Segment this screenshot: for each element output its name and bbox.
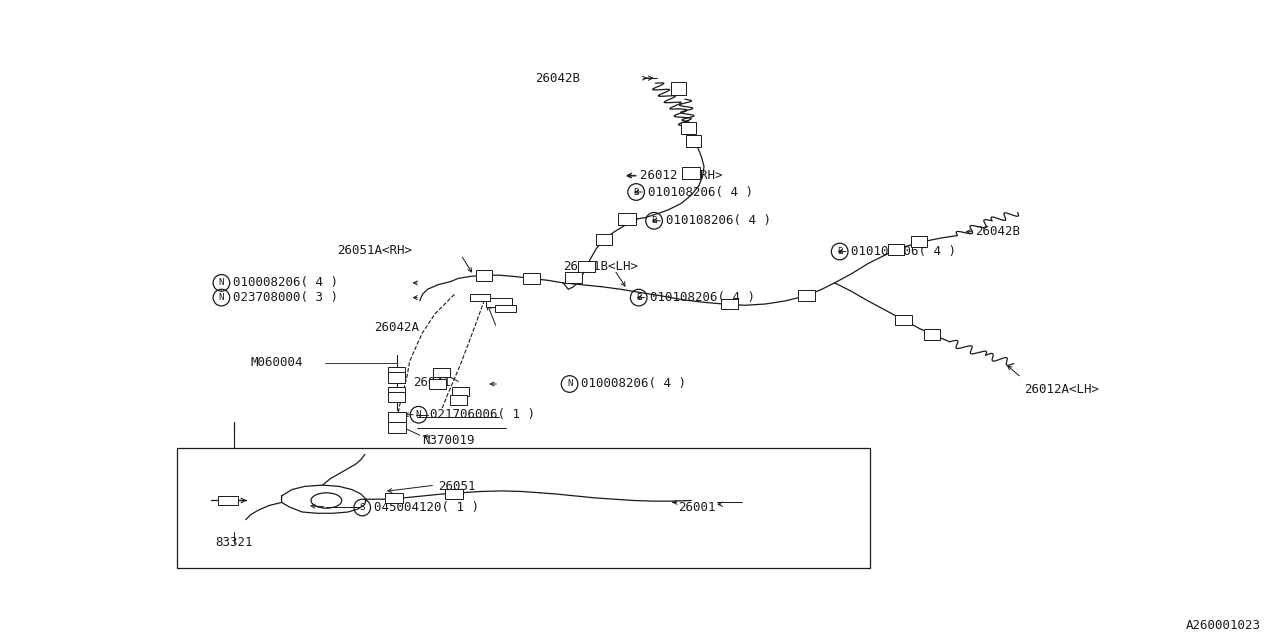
Bar <box>924 329 940 340</box>
Bar <box>218 497 238 504</box>
Bar <box>686 135 701 147</box>
Text: 83321: 83321 <box>215 536 252 549</box>
Text: N: N <box>416 410 421 419</box>
Text: 26042A: 26042A <box>374 321 419 334</box>
Bar <box>389 387 404 397</box>
Text: 021706006( 1 ): 021706006( 1 ) <box>430 408 535 421</box>
Bar <box>470 294 490 301</box>
Text: 010008206( 4 ): 010008206( 4 ) <box>233 276 338 289</box>
Bar <box>486 298 512 307</box>
Text: A260001023: A260001023 <box>1185 620 1261 632</box>
Bar <box>888 244 905 255</box>
Bar <box>618 213 636 225</box>
Bar <box>389 372 404 383</box>
Text: 010008206( 4 ): 010008206( 4 ) <box>581 378 686 390</box>
Bar <box>495 305 516 312</box>
Bar <box>671 82 686 95</box>
Text: N: N <box>219 293 224 302</box>
Text: B: B <box>636 293 641 302</box>
Text: B: B <box>634 188 639 196</box>
Text: B: B <box>652 216 657 225</box>
Text: 26042B: 26042B <box>535 72 580 84</box>
Bar <box>722 298 737 309</box>
Text: B: B <box>837 247 842 256</box>
Text: 26012A<LH>: 26012A<LH> <box>1024 383 1100 396</box>
Text: N370019: N370019 <box>422 434 475 447</box>
Text: 010108206( 4 ): 010108206( 4 ) <box>666 214 771 227</box>
Text: M060004: M060004 <box>251 356 303 369</box>
Text: S: S <box>360 503 365 512</box>
Bar <box>476 270 492 280</box>
Text: N: N <box>219 278 224 287</box>
Bar <box>566 273 581 283</box>
Bar <box>799 291 815 301</box>
Text: 26041: 26041 <box>413 376 451 389</box>
Bar <box>433 367 451 378</box>
Bar <box>445 489 463 499</box>
Bar <box>682 167 700 179</box>
Bar <box>579 261 595 272</box>
Bar <box>389 367 404 378</box>
Text: 26051: 26051 <box>438 480 475 493</box>
Bar <box>681 122 696 134</box>
Bar <box>451 396 466 405</box>
Bar <box>385 493 403 503</box>
Text: 010108206( 4 ): 010108206( 4 ) <box>648 186 753 198</box>
Bar <box>453 387 470 397</box>
Text: 26012  <RH>: 26012 <RH> <box>640 169 722 182</box>
Text: 023708000( 3 ): 023708000( 3 ) <box>233 291 338 304</box>
Bar <box>388 422 406 433</box>
Bar <box>911 236 927 247</box>
Text: 26042B: 26042B <box>975 225 1020 238</box>
Text: 26051B<LH>: 26051B<LH> <box>563 260 639 273</box>
Bar <box>896 315 911 326</box>
Bar <box>388 412 406 422</box>
Bar <box>389 392 404 402</box>
Text: N: N <box>567 380 572 388</box>
Bar <box>524 273 540 284</box>
Text: 010108206( 4 ): 010108206( 4 ) <box>650 291 755 304</box>
Text: 045004120( 1 ): 045004120( 1 ) <box>374 501 479 514</box>
Bar <box>177 448 870 568</box>
Text: 26001: 26001 <box>678 501 716 514</box>
Bar <box>430 379 447 389</box>
Text: 26051A<RH>: 26051A<RH> <box>337 244 412 257</box>
Text: 010108206( 4 ): 010108206( 4 ) <box>851 245 956 258</box>
Bar <box>595 234 612 244</box>
